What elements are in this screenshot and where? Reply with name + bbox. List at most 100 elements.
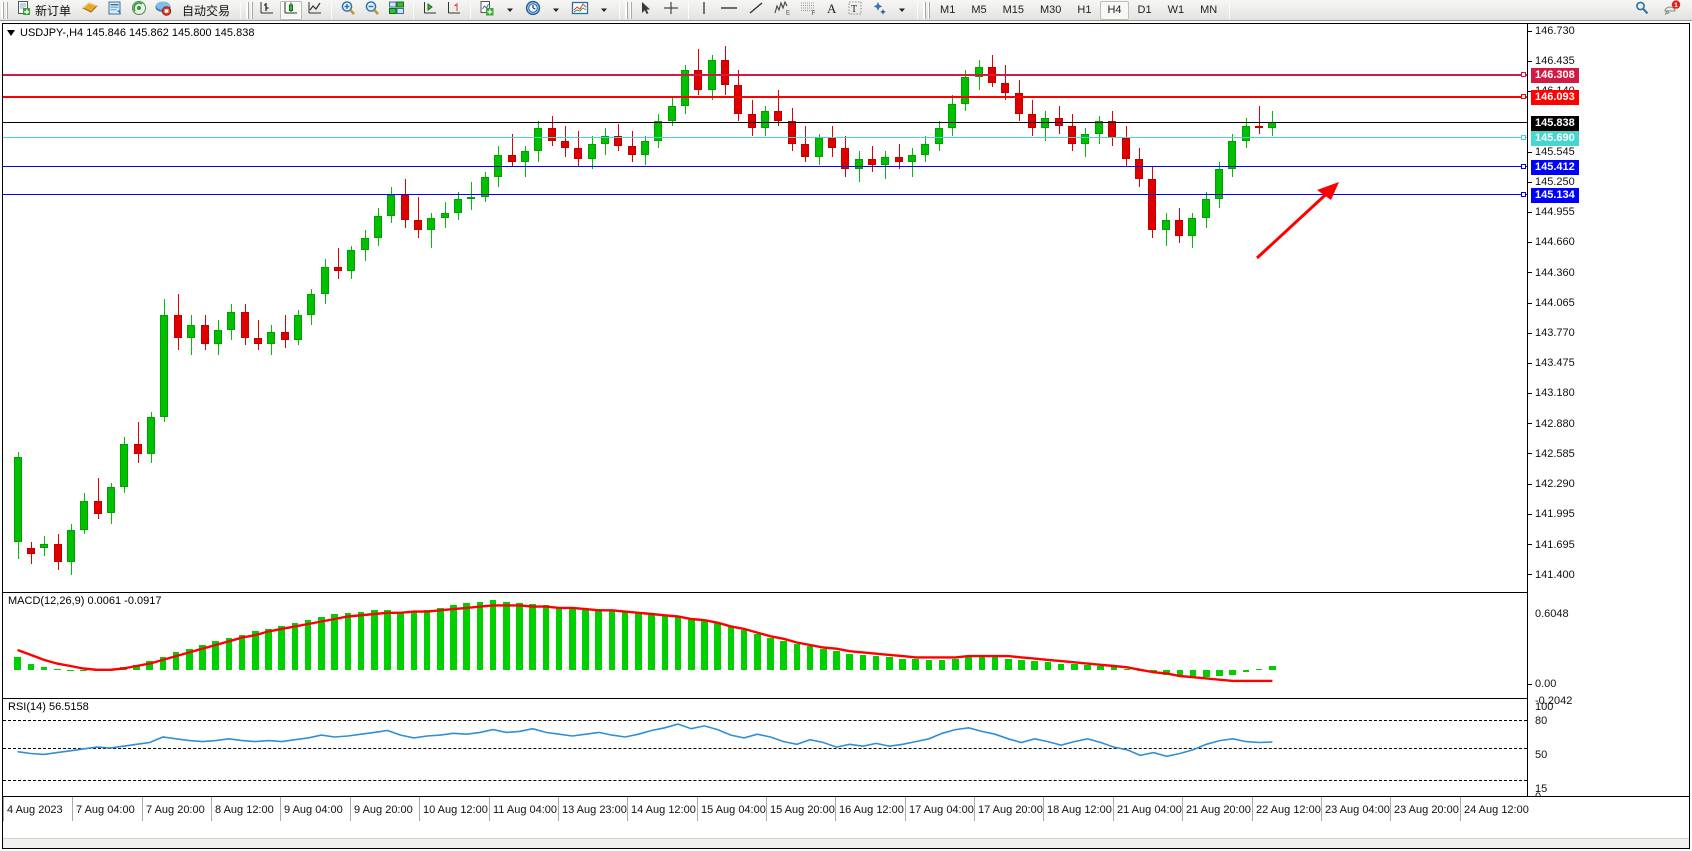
toolbar-grip-4[interactable]: [923, 1, 931, 19]
price-label-current-price[interactable]: 145.838: [1531, 116, 1579, 132]
price-label-support-blue-2[interactable]: 145.134: [1531, 187, 1579, 203]
periods-dropdown[interactable]: [546, 1, 566, 20]
timeframe-w1[interactable]: W1: [1167, 4, 1185, 16]
macd-pane[interactable]: MACD(12,26,9) 0.0061 -0.0917: [3, 592, 1527, 696]
level-handle-resistance-red[interactable]: [1521, 94, 1526, 100]
rsi-plot-area[interactable]: [3, 699, 1527, 796]
elliott-wave-button[interactable]: E: [770, 0, 794, 20]
market-button[interactable]: [152, 1, 175, 20]
timeframe-d1[interactable]: D1: [1137, 4, 1152, 16]
candlestick-chart-button[interactable]: [280, 0, 303, 20]
metaeditor-button[interactable]: [78, 1, 102, 20]
price-plot-area[interactable]: [3, 24, 1527, 590]
level-line-support-blue-2[interactable]: [3, 193, 1527, 195]
vertical-line-button[interactable]: [694, 1, 714, 20]
macd-histogram-bar: [714, 622, 721, 670]
crosshair-button[interactable]: [659, 1, 683, 20]
price-tick: 143.180: [1528, 388, 1575, 399]
candle-wick: [885, 151, 887, 179]
fibonacci-button[interactable]: F: [796, 1, 820, 20]
candle-wick: [418, 197, 420, 239]
macd-histogram-bar: [833, 651, 840, 670]
search-button[interactable]: [1631, 1, 1653, 20]
autotrading-button[interactable]: 自动交易: [177, 1, 235, 20]
candle-body: [1148, 179, 1157, 230]
toolbar-grip-3[interactable]: [625, 1, 633, 19]
tile-windows-button[interactable]: [385, 1, 408, 20]
candle-body: [320, 266, 329, 295]
rsi-scale-tick: 15: [1535, 783, 1548, 795]
macd-signal-line: [17, 604, 1273, 683]
objects-dropdown[interactable]: [892, 1, 912, 20]
macd-histogram-bar: [912, 658, 920, 670]
timeframe-m15[interactable]: M15: [1002, 4, 1024, 16]
level-line-support-blue-1[interactable]: [3, 165, 1527, 167]
candle-body: [894, 156, 903, 162]
timeframe-h4[interactable]: H4: [1100, 0, 1129, 20]
price-label-resistance-crimson[interactable]: 146.308: [1531, 68, 1579, 84]
text-label-button[interactable]: T: [844, 1, 866, 20]
macd-histogram-bar: [331, 614, 338, 670]
timeframe-m5[interactable]: M5: [971, 4, 987, 16]
autoscroll-button[interactable]: [419, 1, 441, 20]
candle-body: [93, 501, 102, 514]
level-line-resistance-crimson[interactable]: [3, 74, 1527, 77]
indicators-button[interactable]: [476, 0, 498, 21]
templates-button[interactable]: [568, 1, 592, 20]
rsi-pane[interactable]: RSI(14) 56.5158: [3, 698, 1527, 796]
macd-histogram-bar: [436, 607, 444, 670]
timeframe-m1[interactable]: M1: [940, 4, 956, 16]
time-scale[interactable]: 4 Aug 2023 7 Aug 04:00 7 Aug 20:00 8 Aug 12…: [3, 796, 1689, 821]
timeframe-h1[interactable]: H1: [1077, 4, 1092, 16]
indicators-dropdown[interactable]: [500, 1, 520, 20]
zoom-out-button[interactable]: [361, 0, 383, 20]
level-handle-support-blue-1[interactable]: [1521, 163, 1526, 169]
level-handle-support-cyan[interactable]: [1521, 135, 1526, 141]
candle-body: [641, 141, 649, 155]
macd-histogram-bar: [899, 658, 906, 670]
candle-body: [721, 59, 730, 86]
price-scale[interactable]: 146.730146.435146.140145.545145.250144.9…: [1527, 24, 1689, 803]
level-handle-resistance-crimson[interactable]: [1521, 72, 1526, 78]
bar-chart-button[interactable]: [256, 1, 278, 20]
cursor-button[interactable]: [635, 1, 657, 20]
toolbar-grip[interactable]: [1, 1, 8, 19]
candle-body: [253, 338, 262, 345]
toolbar-grip-2[interactable]: [246, 1, 254, 19]
timeframe-mn[interactable]: MN: [1200, 4, 1218, 16]
periods-button[interactable]: [522, 0, 544, 20]
macd-histogram-bar: [159, 657, 167, 670]
notifications-button[interactable]: 1: [1660, 0, 1684, 20]
level-line-resistance-red[interactable]: [3, 96, 1527, 99]
price-pane[interactable]: [3, 24, 1527, 590]
new-order-button[interactable]: 新订单: [11, 0, 76, 20]
price-label-support-cyan[interactable]: 145.690: [1531, 131, 1579, 147]
macd-histogram-bar: [1018, 659, 1025, 670]
price-label-support-blue-1[interactable]: 145.412: [1531, 159, 1579, 175]
chart-menu-triangle-icon[interactable]: [7, 30, 15, 36]
signals-button[interactable]: [128, 0, 150, 20]
trendline-button[interactable]: [744, 1, 768, 20]
zoom-in-button[interactable]: [337, 0, 359, 20]
horizontal-scrollbar[interactable]: [3, 838, 1689, 848]
cursor-arrow-icon: [638, 0, 654, 21]
timeframe-m30[interactable]: M30: [1040, 4, 1062, 16]
objects-button[interactable]: [868, 1, 890, 20]
level-handle-support-blue-2[interactable]: [1521, 191, 1526, 197]
candle-body: [654, 120, 663, 142]
chart-window[interactable]: USDJPY-,H4 145.846 145.862 145.800 145.8…: [0, 21, 1692, 851]
line-chart-button[interactable]: [304, 1, 326, 20]
chart-shift-button[interactable]: [443, 1, 465, 20]
level-line-support-cyan[interactable]: [3, 137, 1527, 139]
level-line-current-price[interactable]: [3, 122, 1527, 124]
text-button[interactable]: A: [822, 1, 842, 20]
price-tick: 142.585: [1528, 448, 1575, 460]
up-arrow-annotation[interactable]: [1243, 174, 1353, 264]
horizontal-line-button[interactable]: [716, 1, 742, 20]
terminal-button[interactable]: [104, 1, 126, 20]
templates-dropdown[interactable]: [594, 1, 614, 20]
price-label-resistance-red[interactable]: 146.093: [1531, 90, 1579, 106]
macd-plot-area[interactable]: [3, 593, 1527, 696]
macd-histogram-bar: [225, 637, 233, 670]
indicators-icon: [479, 0, 495, 21]
